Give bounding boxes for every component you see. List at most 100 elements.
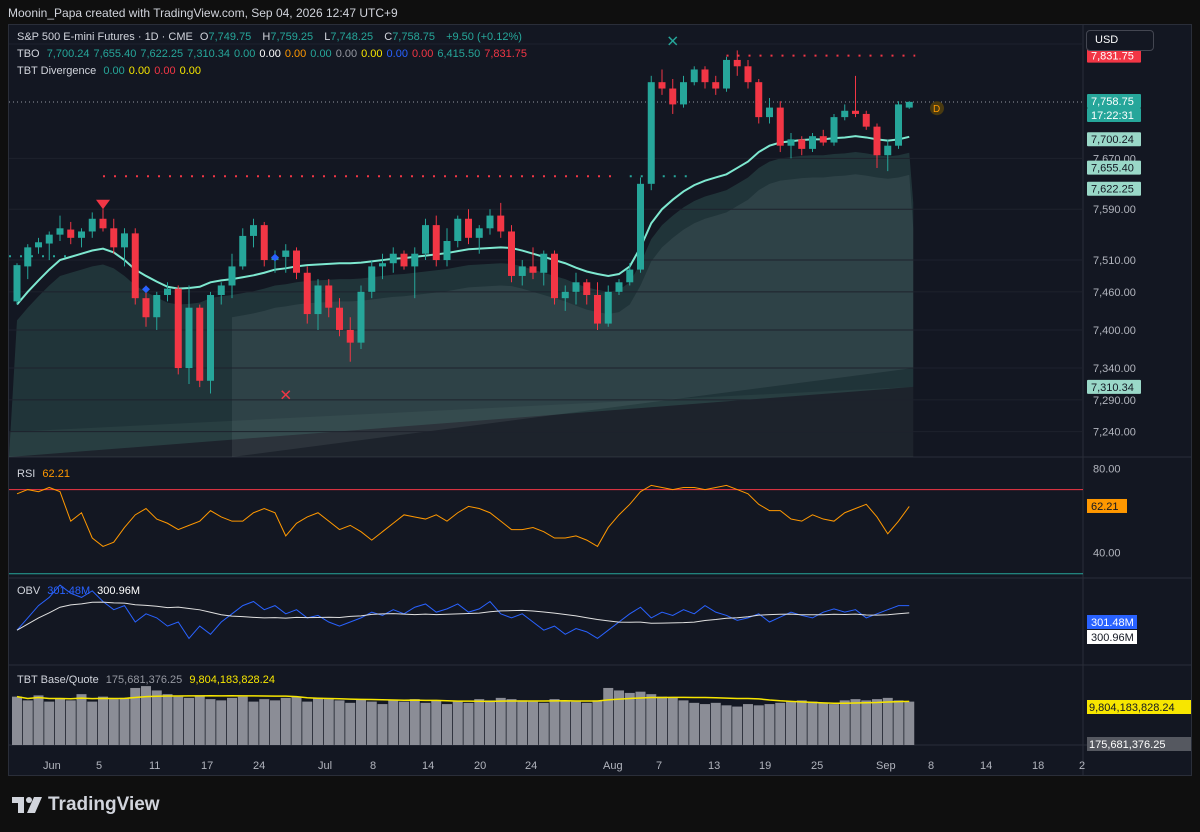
volume-bar — [796, 700, 807, 745]
volume-bar — [334, 700, 345, 745]
symbol-title[interactable]: S&P 500 E-mini Futures · 1D · CME — [17, 31, 193, 43]
volume-bar — [689, 702, 700, 745]
divergence-value: 0.00 — [128, 65, 151, 77]
price-tag — [1087, 160, 1141, 175]
currency-selector[interactable]: USD — [1086, 30, 1154, 51]
time-tick-label: 18 — [1032, 760, 1044, 772]
volume-bar — [98, 696, 108, 745]
volume-bar — [571, 701, 581, 745]
volume-bar — [517, 700, 528, 745]
basequote-ma-value: 9,804,183,828.24 — [189, 674, 275, 686]
tbo-value: 0.00 — [361, 48, 383, 60]
tradingview-icon — [12, 797, 42, 813]
volume-bar — [882, 697, 893, 745]
volume-bar — [710, 702, 721, 745]
candle-up — [314, 285, 322, 315]
time-tick-label: 19 — [759, 760, 771, 772]
time-tick-label: 24 — [253, 760, 265, 772]
chart-frame[interactable]: 7,850.007,670.007,590.007,510.007,460.00… — [8, 24, 1192, 776]
candle-up — [637, 183, 644, 270]
candle-up — [884, 145, 892, 156]
candle-down — [508, 231, 515, 276]
volume-bar — [872, 699, 882, 745]
volume-bar — [743, 704, 753, 745]
price-tag — [1087, 379, 1141, 394]
volume-bar — [184, 697, 194, 745]
volume-bar — [302, 701, 313, 745]
time-tick-label: 14 — [980, 760, 992, 772]
candle-down — [712, 82, 720, 89]
obv-legend[interactable]: OBV 301.48M 300.96M — [17, 585, 144, 597]
price-tick-label: 7,340.00 — [1093, 363, 1136, 375]
candle-up — [723, 59, 730, 89]
volume-bar — [603, 687, 614, 745]
rsi-name: RSI — [17, 468, 36, 480]
candle-up — [841, 110, 849, 118]
price-tag-label: 7,831.75 — [1091, 51, 1134, 63]
price-tag-label: 17:22:31 — [1091, 110, 1134, 122]
volume-bar — [829, 704, 839, 745]
volume-bar — [624, 692, 635, 745]
candle-down — [293, 250, 300, 273]
rsi-value: 62.21 — [42, 468, 70, 480]
volume-bar — [76, 694, 87, 745]
candle-up — [78, 231, 85, 238]
tbo-value: 7,622.25 — [140, 48, 184, 60]
volume-ma-tag — [1087, 700, 1191, 714]
candle-down — [669, 88, 677, 105]
volume-bar — [216, 700, 227, 745]
volume-bar — [904, 701, 915, 745]
volume-bar — [420, 702, 431, 745]
time-tick-label: 25 — [811, 760, 823, 772]
divergence-value: 0.00 — [103, 65, 125, 77]
tbo-cloud-outer — [9, 386, 914, 457]
price-tag — [1087, 94, 1141, 109]
tbo-legend[interactable]: TBO 7,700.24 7,655.40 7,622.25 7,310.34 0.00… — [17, 48, 531, 60]
volume-bar — [33, 695, 44, 745]
chart-canvas[interactable]: 7,850.007,670.007,590.007,510.007,460.00… — [9, 25, 1192, 776]
candle-down — [432, 225, 440, 261]
basequote-legend[interactable]: TBT Base/Quote 175,681,376.25 9,804,183,… — [17, 674, 279, 686]
obv-ma-line — [16, 601, 910, 631]
candle-down — [755, 82, 763, 118]
rsi-legend[interactable]: RSI 62.21 — [17, 468, 74, 480]
time-tick-label: Jul — [318, 760, 332, 772]
dividend-icon — [930, 101, 944, 116]
candle-up — [540, 253, 548, 273]
volume-bar — [495, 697, 506, 745]
basequote-value: 175,681,376.25 — [105, 674, 183, 686]
volume-bar — [850, 699, 861, 745]
ohlc-close: C7,758.75 — [384, 31, 436, 43]
time-tick-label: 5 — [96, 760, 102, 772]
candle-up — [411, 253, 419, 267]
obv-ma-value: 300.96M — [97, 585, 140, 597]
volume-bar — [678, 700, 689, 745]
volume-bar — [614, 690, 624, 745]
candle-down — [862, 113, 870, 127]
price-tag — [1087, 132, 1141, 147]
candle-down — [465, 218, 472, 238]
candle-down — [303, 272, 311, 315]
candle-down — [744, 66, 752, 83]
symbol-legend[interactable]: S&P 500 E-mini Futures · 1D · CME O7,749… — [17, 31, 526, 43]
price-tag-label: 7,758.75 — [1091, 96, 1134, 108]
volume-bar — [581, 702, 592, 745]
tradingview-logo[interactable]: TradingView — [12, 794, 160, 816]
candle-up — [647, 82, 655, 184]
volume-bar — [775, 702, 786, 745]
candle-down — [701, 69, 709, 83]
tbo-ma-line — [16, 135, 910, 306]
candle-up — [690, 69, 698, 83]
candle-down — [325, 285, 333, 308]
tbo-value: 0.00 — [284, 48, 307, 60]
volume-bar — [356, 699, 366, 745]
tbo-cloud-inner — [9, 152, 914, 457]
divergence-legend[interactable]: TBT Divergence 0.00 0.00 0.00 0.00 — [17, 65, 205, 77]
candle-up — [185, 307, 193, 369]
candle-up — [164, 288, 171, 295]
volume-bar — [388, 700, 399, 745]
time-tick-label: 7 — [656, 760, 662, 772]
candle-up — [35, 242, 42, 248]
candle-down — [196, 307, 204, 381]
time-tick-label: 24 — [525, 760, 537, 772]
